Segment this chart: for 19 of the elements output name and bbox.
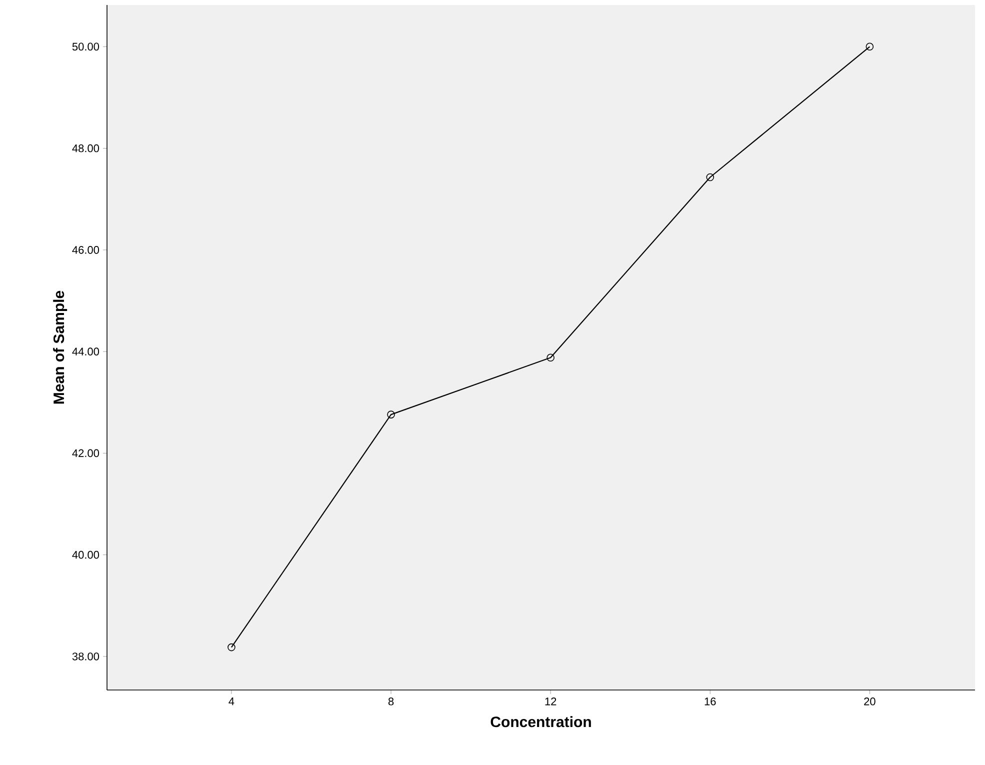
x-tick-label: 16 — [704, 698, 716, 706]
x-axis-title: Concentration — [490, 716, 591, 728]
point — [387, 410, 395, 418]
y-tick-label: 44.00 — [72, 348, 100, 356]
point — [228, 643, 236, 652]
y-tick-label: 48.00 — [72, 144, 100, 152]
y-axis-title: Mean of Sample — [53, 290, 68, 404]
y-tick-label: 40.00 — [72, 550, 100, 559]
x-tick-label: 12 — [545, 698, 556, 706]
x-tick-label: 4 — [228, 698, 234, 706]
point — [546, 354, 554, 362]
x-tick-label: 20 — [864, 698, 876, 706]
x-tick-label: 8 — [388, 698, 394, 706]
point — [866, 42, 874, 51]
y-tick-label: 50.00 — [72, 42, 100, 51]
y-tick-label: 46.00 — [72, 246, 100, 254]
point — [706, 173, 714, 182]
y-tick-label: 38.00 — [72, 652, 100, 660]
y-tick-label: 42.00 — [72, 449, 100, 458]
